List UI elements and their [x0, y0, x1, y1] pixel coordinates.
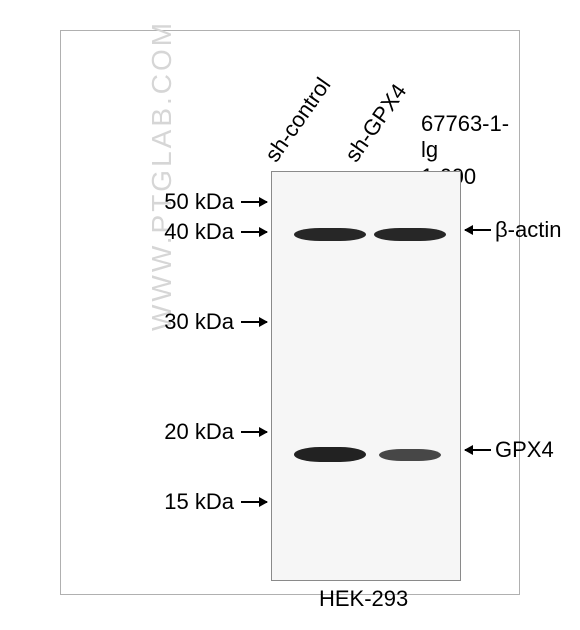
lane-label-gpx4: sh-GPX4 — [340, 79, 412, 167]
band-gpx4-control — [294, 447, 366, 462]
ladder-arrow-50 — [241, 201, 267, 203]
arrow-beta-actin — [465, 229, 491, 231]
ladder-15: 15 kDa — [164, 489, 234, 515]
ladder-30: 30 kDa — [164, 309, 234, 335]
arrow-gpx4 — [465, 449, 491, 451]
antibody-id: 67763-1-lg — [421, 111, 519, 164]
ladder-arrow-30 — [241, 321, 267, 323]
band-gpx4-knockdown — [379, 449, 441, 461]
cell-line-label: HEK-293 — [319, 586, 408, 612]
label-gpx4: GPX4 — [495, 437, 554, 463]
watermark-text: WWW.PTGLAB.COM — [146, 20, 178, 331]
ladder-50: 50 kDa — [164, 189, 234, 215]
band-actin-control — [294, 228, 366, 241]
ladder-arrow-15 — [241, 501, 267, 503]
ladder-arrow-40 — [241, 231, 267, 233]
ladder-20: 20 kDa — [164, 419, 234, 445]
ladder-40: 40 kDa — [164, 219, 234, 245]
band-actin-gpx4 — [374, 228, 446, 241]
figure-frame: WWW.PTGLAB.COM sh-control sh-GPX4 67763-… — [60, 30, 520, 595]
blot-membrane — [271, 171, 461, 581]
lane-label-control: sh-control — [260, 73, 337, 167]
label-beta-actin: β-actin — [495, 217, 561, 243]
ladder-arrow-20 — [241, 431, 267, 433]
